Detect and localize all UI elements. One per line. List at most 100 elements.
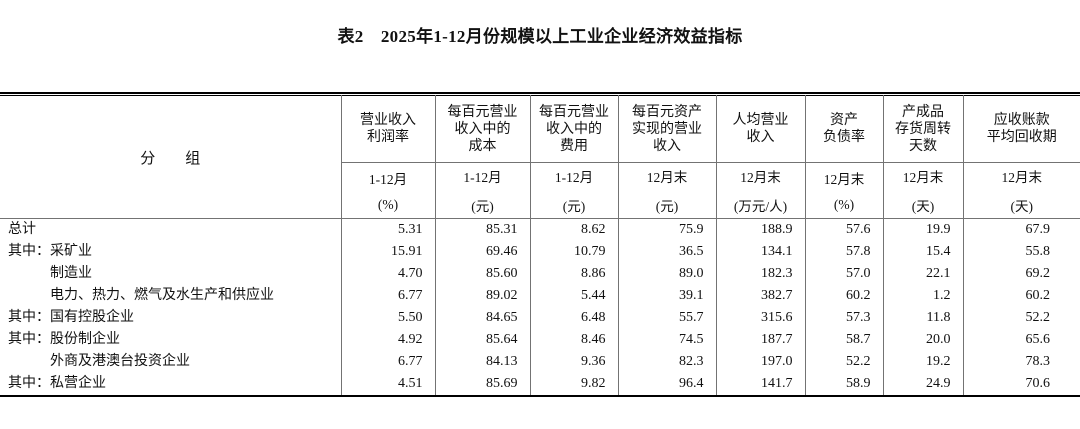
period-label: 1-12月 — [463, 170, 502, 185]
indicators-table: 分 组 营业收入 利润率 每百元营业 收入中的 成本 每百元营业 收入中的 费用… — [0, 95, 1080, 397]
cell: 8.62 — [529, 218, 618, 241]
cell: 89.02 — [434, 285, 530, 307]
cell: 67.9 — [962, 218, 1080, 241]
cell: 52.2 — [962, 307, 1080, 329]
cell: 10.79 — [529, 241, 618, 263]
cell: 6.77 — [340, 285, 435, 307]
column-header: 资产 负债率 — [804, 95, 883, 163]
column-subheader: 12月末 (天) — [882, 162, 963, 219]
period-label: 12月末 — [902, 170, 944, 185]
cell: 11.8 — [882, 307, 963, 329]
row-label: 制造业 — [8, 266, 92, 281]
column-subheader: 1-12月 (%) — [340, 162, 435, 219]
row-label: 其中：股份制企业 — [8, 332, 120, 347]
cell: 82.3 — [617, 351, 716, 373]
table-row: 其中：私营企业 4.51 85.69 9.82 96.4 141.7 58.9 … — [0, 373, 1080, 396]
cell: 6.48 — [529, 307, 618, 329]
cell: 19.9 — [882, 218, 963, 241]
cell: 6.77 — [340, 351, 435, 373]
cell: 188.9 — [715, 218, 805, 241]
column-header: 产成品 存货周转 天数 — [882, 95, 963, 163]
cell: 58.7 — [804, 329, 883, 351]
cell: 382.7 — [715, 285, 805, 307]
cell: 57.3 — [804, 307, 883, 329]
period-label: 1-12月 — [368, 172, 408, 187]
period-label: 1-12月 — [554, 170, 594, 185]
cell: 4.70 — [340, 263, 435, 285]
column-subheader: 1-12月 (元) — [434, 162, 530, 219]
table-row: 其中：采矿业 15.91 69.46 10.79 36.5 134.1 57.8… — [0, 241, 1080, 263]
unit-label: (天) — [1010, 199, 1034, 214]
table-wrap: 分 组 营业收入 利润率 每百元营业 收入中的 成本 每百元营业 收入中的 费用… — [0, 92, 1080, 397]
unit-label: (万元/人) — [733, 199, 788, 214]
cell: 39.1 — [617, 285, 716, 307]
period-label: 12月末 — [823, 172, 865, 187]
cell: 85.60 — [434, 263, 530, 285]
cell: 36.5 — [617, 241, 716, 263]
column-header: 每百元资产 实现的营业 收入 — [617, 95, 716, 163]
table-row: 其中：股份制企业 4.92 85.64 8.46 74.5 187.7 58.7… — [0, 329, 1080, 351]
column-header: 应收账款 平均回收期 — [962, 95, 1080, 163]
cell: 65.6 — [962, 329, 1080, 351]
group-column-header: 分 组 — [0, 95, 341, 219]
cell: 5.50 — [340, 307, 435, 329]
column-subheader: 1-12月 (元) — [529, 162, 618, 219]
cell: 182.3 — [715, 263, 805, 285]
cell: 96.4 — [617, 373, 716, 396]
cell: 141.7 — [715, 373, 805, 396]
period-label: 12月末 — [646, 170, 688, 185]
cell: 5.31 — [340, 218, 435, 241]
cell: 78.3 — [962, 351, 1080, 373]
cell: 55.8 — [962, 241, 1080, 263]
unit-label: (%) — [377, 197, 399, 212]
cell: 69.2 — [962, 263, 1080, 285]
column-subheader: 12月末 (元) — [617, 162, 716, 219]
cell: 55.7 — [617, 307, 716, 329]
unit-label: (%) — [833, 197, 855, 212]
table-row: 外商及港澳台投资企业 6.77 84.13 9.36 82.3 197.0 52… — [0, 351, 1080, 373]
period-label: 12月末 — [740, 170, 781, 185]
cell: 57.8 — [804, 241, 883, 263]
table-title: 表2 2025年1-12月份规模以上工业企业经济效益指标 — [337, 27, 743, 46]
cell: 57.0 — [804, 263, 883, 285]
period-label: 12月末 — [1001, 170, 1043, 185]
cell: 57.6 — [804, 218, 883, 241]
cell: 197.0 — [715, 351, 805, 373]
cell: 60.2 — [962, 285, 1080, 307]
cell: 134.1 — [715, 241, 805, 263]
cell: 85.69 — [434, 373, 530, 396]
cell: 15.91 — [340, 241, 435, 263]
cell: 85.64 — [434, 329, 530, 351]
cell: 4.51 — [340, 373, 435, 396]
unit-label: (天) — [911, 199, 935, 214]
cell: 69.46 — [434, 241, 530, 263]
header-row-names: 分 组 营业收入 利润率 每百元营业 收入中的 成本 每百元营业 收入中的 费用… — [0, 95, 1080, 219]
cell: 8.46 — [529, 329, 618, 351]
cell: 9.82 — [529, 373, 618, 396]
row-label: 其中：国有控股企业 — [8, 310, 134, 325]
cell: 315.6 — [715, 307, 805, 329]
cell: 84.13 — [434, 351, 530, 373]
cell: 75.9 — [617, 218, 716, 241]
column-header: 每百元营业 收入中的 费用 — [529, 95, 618, 163]
cell: 4.92 — [340, 329, 435, 351]
column-subheader: 12月末 (%) — [804, 162, 883, 219]
cell: 8.86 — [529, 263, 618, 285]
cell: 70.6 — [962, 373, 1080, 396]
cell: 22.1 — [882, 263, 963, 285]
cell: 15.4 — [882, 241, 963, 263]
table-row: 制造业 4.70 85.60 8.86 89.0 182.3 57.0 22.1… — [0, 263, 1080, 285]
column-header: 每百元营业 收入中的 成本 — [434, 95, 530, 163]
cell: 74.5 — [617, 329, 716, 351]
cell: 84.65 — [434, 307, 530, 329]
column-subheader: 12月末 (万元/人) — [715, 162, 805, 219]
column-header: 人均营业 收入 — [715, 95, 805, 163]
cell: 5.44 — [529, 285, 618, 307]
column-header: 营业收入 利润率 — [340, 95, 435, 163]
cell: 24.9 — [882, 373, 963, 396]
cell: 58.9 — [804, 373, 883, 396]
cell: 19.2 — [882, 351, 963, 373]
row-label: 电力、热力、燃气及水生产和供应业 — [8, 288, 274, 303]
row-label: 总计 — [8, 222, 36, 237]
